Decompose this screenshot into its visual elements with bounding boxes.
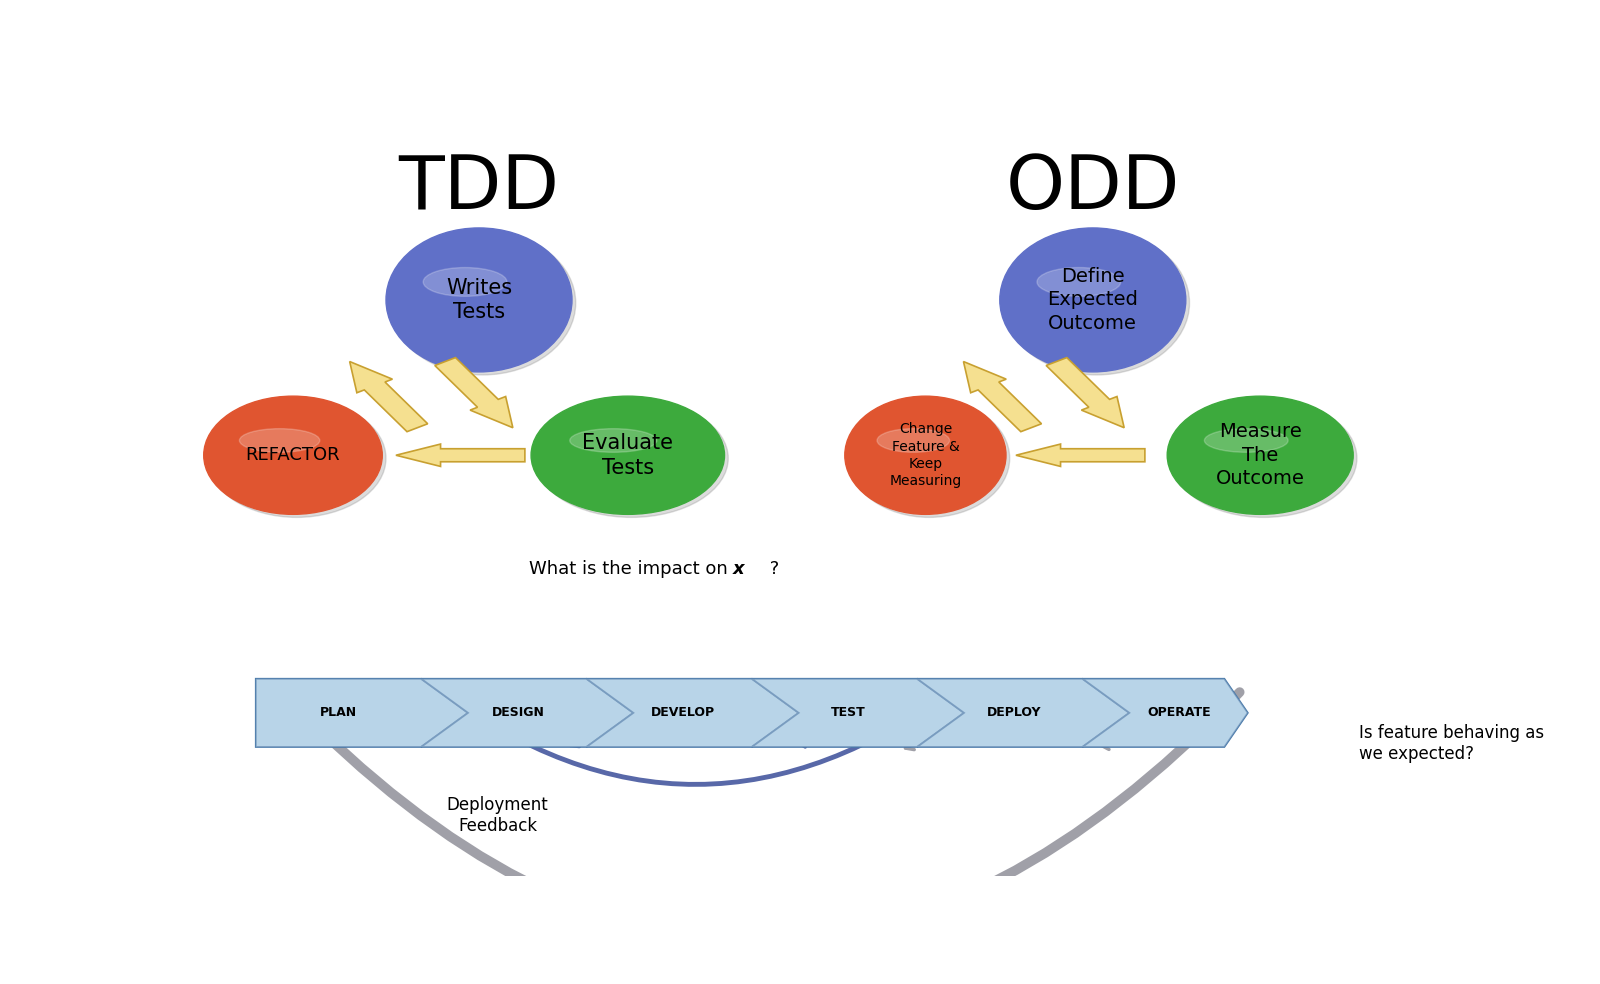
Ellipse shape: [208, 400, 386, 518]
Ellipse shape: [390, 231, 576, 375]
FancyArrowPatch shape: [571, 709, 805, 747]
Text: x: x: [733, 560, 746, 578]
Ellipse shape: [1205, 429, 1288, 453]
Ellipse shape: [848, 400, 1010, 518]
Polygon shape: [963, 361, 1042, 432]
Polygon shape: [256, 679, 469, 747]
Polygon shape: [1083, 679, 1248, 747]
Text: DEVELOP: DEVELOP: [651, 707, 715, 719]
Polygon shape: [587, 679, 798, 747]
FancyArrowPatch shape: [286, 692, 1240, 942]
Ellipse shape: [1000, 228, 1186, 372]
Text: ?: ?: [765, 560, 779, 578]
Text: PLAN: PLAN: [320, 707, 357, 719]
Text: ODD: ODD: [1006, 153, 1179, 225]
Polygon shape: [1016, 444, 1146, 466]
Polygon shape: [752, 679, 965, 747]
Polygon shape: [421, 679, 634, 747]
Polygon shape: [350, 361, 427, 432]
Text: REFACTOR: REFACTOR: [246, 447, 341, 464]
Text: Is feature behaving as
we expected?: Is feature behaving as we expected?: [1360, 724, 1544, 763]
Ellipse shape: [877, 429, 949, 453]
Ellipse shape: [1168, 397, 1354, 515]
Polygon shape: [256, 679, 469, 747]
Polygon shape: [1046, 357, 1125, 428]
FancyArrowPatch shape: [435, 684, 960, 784]
Text: DESIGN: DESIGN: [491, 707, 544, 719]
Text: TDD: TDD: [398, 153, 560, 225]
Polygon shape: [752, 679, 965, 747]
Ellipse shape: [240, 429, 320, 453]
Polygon shape: [435, 357, 514, 428]
Text: TEST: TEST: [830, 707, 866, 719]
Polygon shape: [587, 679, 798, 747]
Ellipse shape: [1003, 231, 1189, 375]
Ellipse shape: [386, 228, 573, 372]
Polygon shape: [917, 679, 1130, 747]
Ellipse shape: [203, 397, 382, 515]
Ellipse shape: [1037, 268, 1120, 296]
Text: DEPLOY: DEPLOY: [987, 707, 1042, 719]
Text: Writes
Tests: Writes Tests: [446, 277, 512, 323]
Polygon shape: [421, 679, 634, 747]
Polygon shape: [917, 679, 1130, 747]
Ellipse shape: [531, 397, 725, 515]
Ellipse shape: [570, 429, 658, 453]
Text: What is the impact on: What is the impact on: [528, 560, 733, 578]
Polygon shape: [1083, 679, 1248, 747]
Text: Measure
The
Outcome: Measure The Outcome: [1216, 422, 1304, 488]
Text: OPERATE: OPERATE: [1147, 707, 1211, 719]
Ellipse shape: [845, 397, 1006, 515]
Ellipse shape: [534, 400, 728, 518]
Text: Deployment
Feedback: Deployment Feedback: [446, 796, 549, 834]
FancyArrowPatch shape: [906, 721, 1109, 750]
Text: Define
Expected
Outcome: Define Expected Outcome: [1048, 267, 1138, 333]
Ellipse shape: [1171, 400, 1357, 518]
Text: Change
Feature &
Keep
Measuring: Change Feature & Keep Measuring: [890, 422, 962, 488]
Ellipse shape: [422, 268, 507, 296]
Polygon shape: [395, 444, 525, 466]
Text: Evaluate
Tests: Evaluate Tests: [582, 433, 674, 477]
